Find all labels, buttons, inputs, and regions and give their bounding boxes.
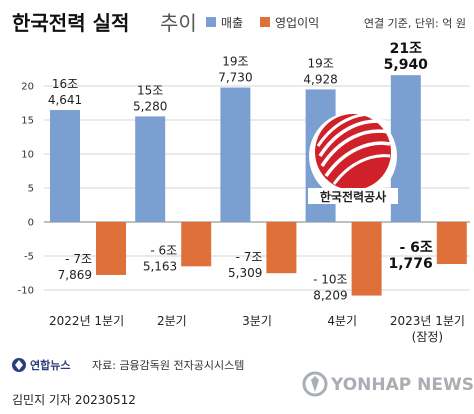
logo-text: 한국전력공사 — [320, 189, 386, 204]
legend-swatch-profit — [260, 17, 270, 27]
x-category-label: 2022년 1분기 — [49, 314, 124, 328]
y-tick-label: 5 — [28, 184, 34, 195]
profit-label-bottom: 7,869 — [58, 268, 92, 282]
chart-subtitle: 추이 — [160, 11, 197, 35]
revenue-label-bottom: 5,280 — [133, 99, 167, 113]
y-tick-label: -5 — [24, 252, 34, 263]
x-category-sublabel: (잠정) — [412, 330, 443, 344]
revenue-label-bottom: 4,641 — [48, 93, 82, 107]
source-note: 자료: 금융감독원 전자공시시스템 — [92, 359, 244, 372]
bar-revenue — [220, 87, 251, 222]
bar-operating-profit — [351, 222, 382, 296]
profit-label-top: - 6조 — [399, 240, 432, 256]
bar-revenue — [135, 116, 166, 222]
revenue-label-top: 19조 — [222, 55, 248, 69]
byline: 김민지 기자 20230512 — [12, 393, 136, 407]
legend-swatch-revenue — [206, 17, 216, 27]
x-category-label: 2분기 — [157, 314, 187, 328]
y-axis-ticks: 20 15 10 5 0 -5 -10 — [18, 82, 34, 297]
bars — [50, 75, 467, 296]
legend-label-revenue: 매출 — [221, 16, 243, 30]
profit-label-top: - 10조 — [313, 273, 347, 287]
x-axis-labels: 2022년 1분기 2분기 3분기 4분기 2023년 1분기 (잠정) — [49, 314, 465, 344]
profit-label-bottom: 5,163 — [143, 259, 177, 273]
data-labels: 16조 4,641 - 7조 7,869 15조 5,280 - 6조 5,163 19조 7,7… — [48, 41, 433, 302]
x-category-label: 4분기 — [327, 314, 357, 328]
bar-revenue — [50, 110, 80, 222]
brand-logo: 연합뉴스 — [12, 358, 70, 372]
profit-label-top: - 6조 — [150, 243, 177, 257]
x-category-label: 3분기 — [242, 314, 272, 328]
bar-operating-profit — [266, 222, 297, 274]
profit-label-bottom: 1,776 — [389, 256, 433, 272]
bar-operating-profit — [96, 222, 126, 275]
revenue-label-bottom: 4,928 — [303, 72, 337, 86]
watermark-text: YONHAP NEWS — [330, 375, 474, 395]
watermark: YONHAP NEWS — [302, 371, 474, 397]
bar-operating-profit — [181, 222, 212, 267]
x-category-label: 2023년 1분기 — [390, 314, 465, 328]
revenue-label-bottom: 7,730 — [218, 71, 252, 85]
revenue-label-top: 19조 — [307, 56, 333, 70]
revenue-label-top: 16조 — [52, 77, 78, 91]
revenue-label-top: 15조 — [137, 83, 163, 97]
legend-label-profit: 영업이익 — [275, 16, 319, 30]
y-tick-label: -10 — [18, 286, 34, 297]
y-tick-label: 20 — [21, 82, 34, 93]
brand-name: 연합뉴스 — [30, 358, 70, 372]
revenue-label-top: 21조 — [390, 41, 422, 57]
revenue-label-bottom: 5,940 — [384, 57, 429, 73]
y-tick-label: 10 — [21, 150, 34, 161]
y-tick-label: 0 — [28, 218, 34, 229]
profit-label-top: - 7조 — [65, 252, 92, 266]
profit-label-top: - 7조 — [236, 250, 263, 264]
unit-note: 연결 기준, 단위: 억 원 — [364, 17, 466, 30]
y-tick-label: 15 — [21, 116, 34, 127]
chart-title: 한국전력 실적 — [12, 11, 129, 35]
profit-label-bottom: 8,209 — [313, 289, 347, 303]
watermark-icon — [302, 371, 328, 397]
bar-operating-profit — [436, 222, 467, 265]
profit-label-bottom: 5,309 — [228, 266, 262, 280]
kepco-logo: 한국전력공사 — [308, 112, 398, 204]
